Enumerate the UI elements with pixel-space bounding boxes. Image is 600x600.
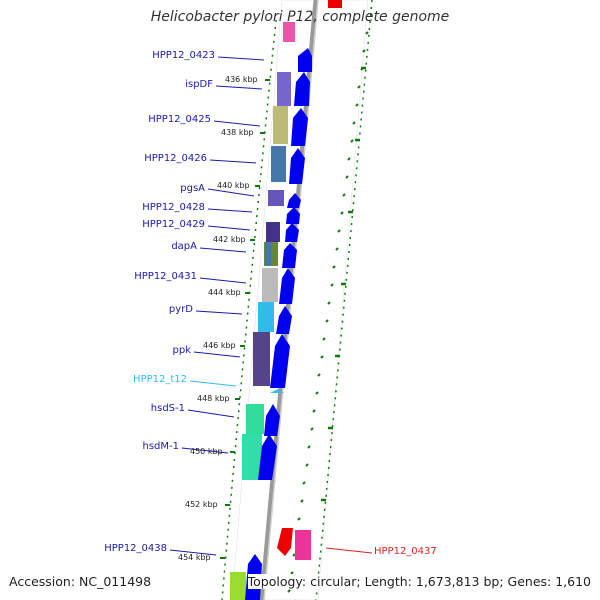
gene-label-ispdf[interactable]: ispDF bbox=[185, 79, 213, 90]
trna-marker bbox=[270, 389, 284, 393]
gene-block-0438 bbox=[230, 572, 246, 600]
gene-label-hpp12-t12[interactable]: HPP12_t12 bbox=[133, 374, 187, 385]
scale-label: 436 kbp bbox=[225, 75, 258, 84]
gene-label-hpp12-0426[interactable]: HPP12_0426 bbox=[144, 153, 207, 164]
cog-track bbox=[230, 22, 311, 600]
gene-block-0437 bbox=[295, 530, 311, 560]
gene-label-hpp12-0423[interactable]: HPP12_0423 bbox=[152, 50, 215, 61]
arrow-0425 bbox=[291, 108, 308, 146]
scale-label: 438 kbp bbox=[221, 128, 254, 137]
scale-label: 442 kbp bbox=[213, 235, 246, 244]
gene-block-ppk bbox=[253, 332, 270, 386]
arrow-dapa bbox=[282, 243, 297, 268]
gene-label-dapa[interactable]: dapA bbox=[171, 241, 197, 252]
gene-block-pgsa bbox=[268, 190, 284, 206]
arrow-hsdm bbox=[258, 434, 277, 480]
arrow-hsds bbox=[264, 404, 280, 436]
gene-label-hpp12-0429[interactable]: HPP12_0429 bbox=[142, 219, 205, 230]
scale-label: 444 kbp bbox=[208, 288, 241, 297]
arrow-pgsa bbox=[287, 193, 301, 208]
gene-block-0425 bbox=[273, 106, 288, 144]
arrow-0423 bbox=[298, 48, 312, 72]
outer-tick-ring bbox=[287, 31, 369, 593]
arrow-ppk bbox=[270, 334, 290, 388]
gene-block-pyrd bbox=[258, 302, 274, 332]
gene-block-ispdf bbox=[277, 72, 291, 106]
scale-label: 454 kbp bbox=[178, 553, 211, 562]
gene-label-hsdm-1[interactable]: hsdM-1 bbox=[142, 441, 180, 452]
scale-label: 448 kbp bbox=[197, 394, 230, 403]
gene-block-0429 bbox=[266, 222, 280, 242]
arrow-ispdf bbox=[294, 72, 310, 106]
gene-label-hpp12-0425[interactable]: HPP12_0425 bbox=[148, 114, 211, 125]
arrow-pyrd bbox=[276, 306, 292, 334]
gene-block-0431 bbox=[262, 268, 278, 302]
accession-text: Accession: NC_011498 bbox=[9, 574, 152, 589]
arrow-0426 bbox=[289, 148, 305, 184]
gene-block-hsds bbox=[246, 404, 264, 434]
gene-label-hpp12-0438[interactable]: HPP12_0438 bbox=[104, 543, 167, 554]
scale-label: 452 kbp bbox=[185, 500, 218, 509]
gene-block-0426 bbox=[271, 146, 286, 182]
genome-info-text: Topology: circular; Length: 1,673,813 bp… bbox=[247, 574, 591, 589]
gene-label-pgsa[interactable]: pgsA bbox=[180, 183, 205, 194]
gene-label-hpp12-0428[interactable]: HPP12_0428 bbox=[142, 202, 205, 213]
gene-label-hpp12-0437[interactable]: HPP12_0437 bbox=[374, 546, 437, 557]
map-title: Helicobacter pylori P12, complete genome bbox=[150, 9, 450, 25]
arrow-0428 bbox=[286, 207, 300, 224]
scale-label: 450 kbp bbox=[190, 447, 223, 456]
arrow-0431 bbox=[279, 268, 295, 304]
gene-label-hsds-1[interactable]: hsdS-1 bbox=[150, 403, 185, 414]
scale-label: 440 kbp bbox=[217, 181, 250, 190]
arrow-0437 bbox=[277, 528, 293, 556]
gene-label-pyrd[interactable]: pyrD bbox=[168, 304, 193, 315]
scale-label: 446 kbp bbox=[203, 341, 236, 350]
gene-label-hpp12-0431[interactable]: HPP12_0431 bbox=[134, 271, 197, 282]
gene-label-ppk[interactable]: ppk bbox=[172, 345, 192, 356]
arrow-0429 bbox=[285, 223, 299, 242]
gene-block-hsdm bbox=[242, 434, 262, 480]
gene-block-top bbox=[283, 22, 295, 42]
